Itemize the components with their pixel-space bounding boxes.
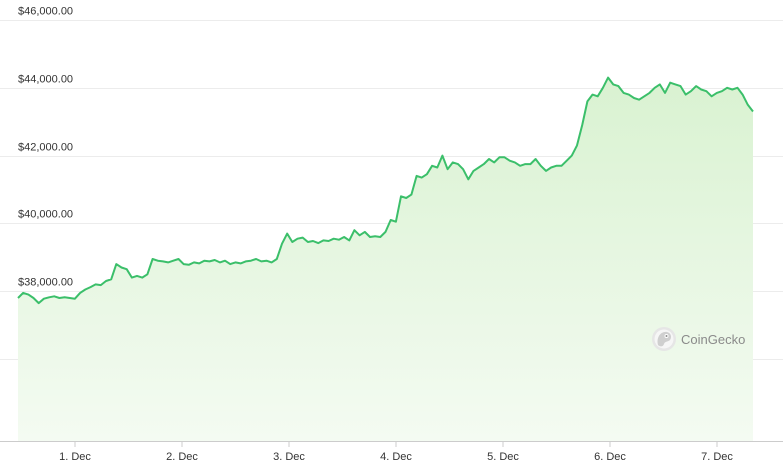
y-tick-label: $46,000.00	[18, 6, 73, 18]
y-tick-label: $42,000.00	[18, 142, 73, 154]
y-tick-label: $38,000.00	[18, 277, 73, 289]
x-tick-label: 2. Dec	[166, 451, 198, 463]
price-area-fill	[18, 77, 753, 441]
price-line	[17, 76, 754, 305]
y-tick-label: $40,000.00	[18, 209, 73, 221]
brand-name: CoinGecko	[681, 332, 745, 347]
y-axis: $36,000.00$38,000.00$40,000.00$42,000.00…	[18, 6, 73, 357]
x-tick-label: 5. Dec	[487, 451, 519, 463]
coingecko-watermark: CoinGecko	[652, 327, 745, 351]
x-tick-label: 7. Dec	[701, 451, 733, 463]
x-tick-label: 4. Dec	[380, 451, 412, 463]
x-axis: 1. Dec 2. Dec 3. Dec 4. Dec 5. Dec 6. Dec 7. D…	[0, 441, 783, 463]
x-tick-label: 3. Dec	[273, 451, 305, 463]
price-area	[17, 76, 754, 441]
y-tick-label: $44,000.00	[18, 74, 73, 86]
gecko-logo-icon	[652, 327, 676, 351]
x-tick-label: 1. Dec	[59, 451, 91, 463]
x-tick-label: 6. Dec	[594, 451, 626, 463]
